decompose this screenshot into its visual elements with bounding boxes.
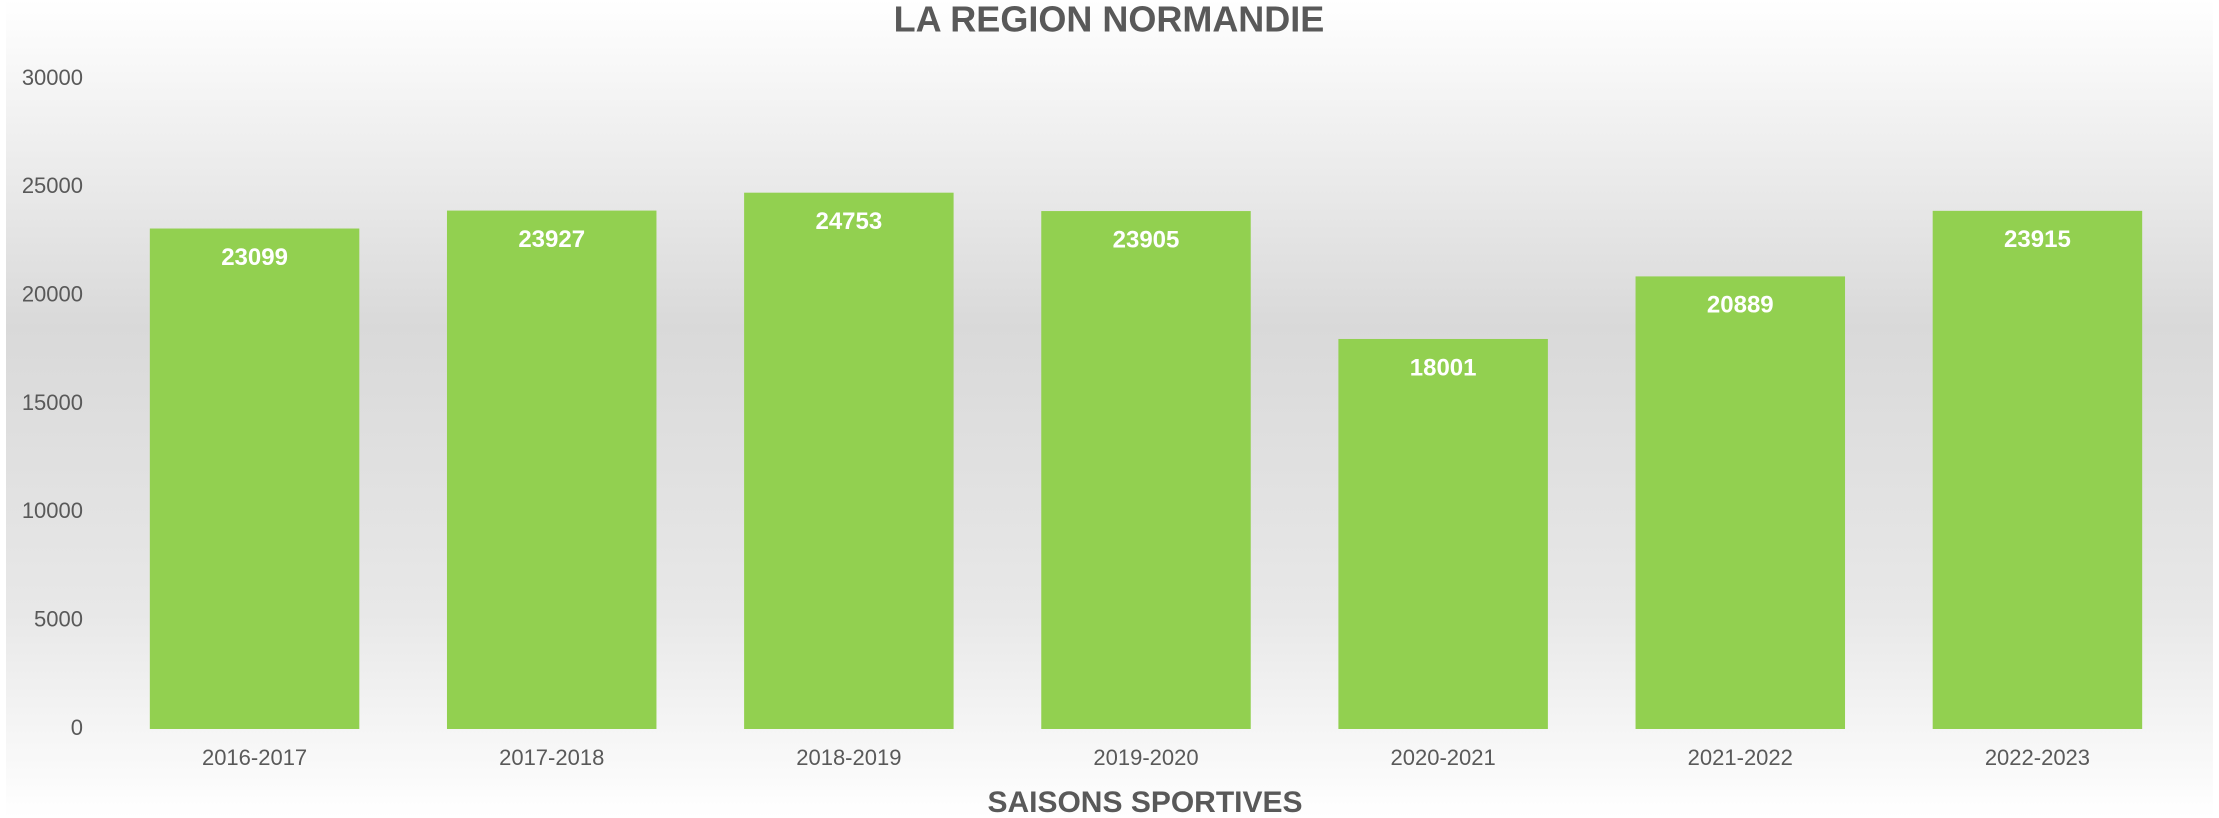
x-tick-label: 2017-2018 bbox=[499, 745, 604, 770]
y-tick-label: 0 bbox=[71, 715, 83, 740]
data-label: 23915 bbox=[2004, 226, 2071, 253]
y-tick-label: 25000 bbox=[22, 173, 83, 198]
x-tick-label: 2019-2020 bbox=[1093, 745, 1198, 770]
x-tick-label: 2020-2021 bbox=[1391, 745, 1496, 770]
y-tick-label: 30000 bbox=[22, 65, 83, 90]
bar bbox=[1041, 211, 1251, 729]
y-tick-label: 15000 bbox=[22, 390, 83, 415]
bar bbox=[744, 192, 954, 729]
bar bbox=[149, 228, 360, 729]
data-label: 23099 bbox=[221, 244, 288, 271]
data-label: 18001 bbox=[1410, 354, 1477, 381]
x-axis-title: SAISONS SPORTIVES bbox=[987, 786, 1302, 818]
y-tick-label: 20000 bbox=[22, 281, 83, 306]
x-tick-label: 2022-2023 bbox=[1985, 745, 2090, 770]
x-tick-label: 2021-2022 bbox=[1688, 745, 1793, 770]
data-label: 24753 bbox=[815, 208, 882, 235]
x-tick-label: 2016-2017 bbox=[202, 745, 307, 770]
chart-title: LA REGION NORMANDIE bbox=[894, 0, 1325, 40]
bar bbox=[446, 210, 657, 729]
y-tick-label: 10000 bbox=[22, 498, 83, 523]
x-tick-label: 2018-2019 bbox=[796, 745, 901, 770]
bar bbox=[1932, 210, 2143, 729]
bar bbox=[1338, 338, 1548, 729]
data-label: 23905 bbox=[1113, 226, 1180, 253]
y-tick-label: 5000 bbox=[34, 606, 83, 631]
data-label: 20889 bbox=[1707, 292, 1774, 319]
data-label: 23927 bbox=[518, 226, 585, 253]
bar bbox=[1635, 276, 1846, 729]
